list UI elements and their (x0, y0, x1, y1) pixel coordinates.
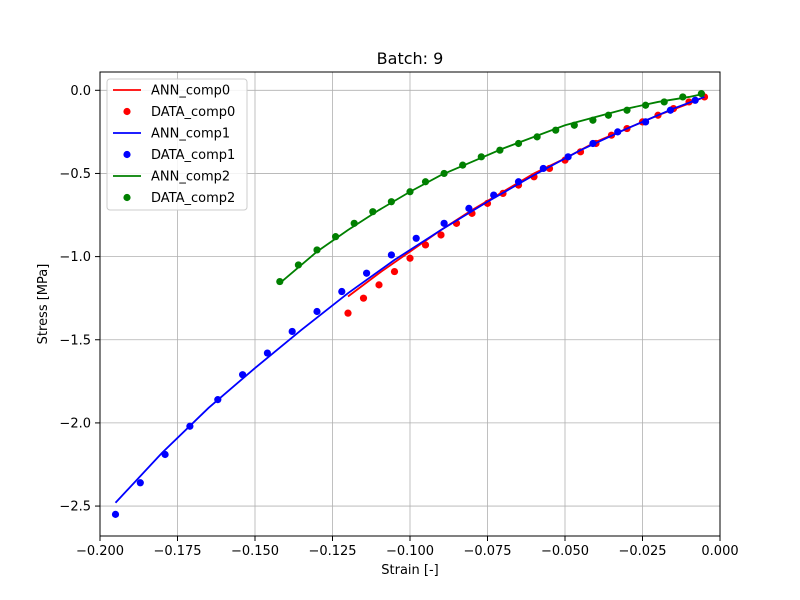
data-comp1-point (161, 450, 169, 459)
data-comp1-point (412, 234, 420, 242)
data-comp2-point (679, 93, 687, 101)
data-comp1-point (136, 479, 144, 487)
legend: ANN_comp0 DATA_comp0 ANN_comp1 DATA_comp1 AN… (106, 78, 248, 211)
data-comp2-point (332, 233, 340, 241)
x-tick-label: −0.050 (541, 544, 589, 559)
legend-swatch-data-comp2 (123, 193, 131, 202)
x-tick-label: 0.000 (701, 544, 738, 559)
data-comp0-point (390, 267, 399, 276)
legend-label-data-comp2: DATA_comp2 (151, 191, 235, 206)
legend-swatch-data-comp0 (123, 107, 131, 116)
data-comp2-point (642, 101, 650, 109)
tick-layer: −0.200 −0.175 −0.150 −0.125 −0.100 −0.075 −0.0… (59, 84, 738, 559)
data-comp2-point (514, 139, 523, 148)
data-comp0-point (421, 241, 430, 249)
x-tick-label: −0.075 (463, 544, 511, 559)
x-tick-label: −0.200 (76, 544, 124, 559)
x-axis-label: Strain [-] (381, 563, 438, 578)
data-comp2-point (496, 146, 504, 154)
data-comp1-point (338, 287, 346, 296)
data-comp1-point (465, 204, 473, 212)
data-comp1-point (214, 396, 222, 404)
data-comp2-point (387, 198, 395, 206)
x-tick-label: −0.125 (308, 544, 356, 559)
data-comp1-point (186, 422, 194, 430)
data-comp2-point (350, 219, 358, 227)
data-comp2-point (589, 116, 597, 124)
data-comp0-point (359, 294, 368, 302)
data-comp2-point (477, 153, 485, 161)
data-comp1-point (589, 139, 597, 148)
data-comp2-point (552, 126, 560, 134)
data-comp2-point (533, 133, 541, 141)
data-comp2-point (440, 169, 448, 178)
legend-label-data-comp1: DATA_comp1 (151, 148, 235, 163)
data-comp2-point (459, 161, 467, 169)
data-comp2-point (660, 98, 668, 106)
data-comp1-point (111, 510, 120, 518)
data-comp2-point (697, 90, 706, 98)
y-tick-label: −1.0 (59, 250, 91, 265)
data-comp1-point (313, 307, 321, 316)
data-comp2-point (421, 178, 430, 186)
data-comp2-point (604, 111, 613, 119)
data-comp0-point (344, 309, 352, 317)
y-tick-label: −0.5 (59, 167, 91, 182)
data-comp1-point (642, 118, 650, 126)
data-comp0-point (437, 231, 445, 239)
data-comp0-point (406, 254, 414, 262)
y-tick-label: 0.0 (70, 84, 91, 99)
legend-label-data-comp0: DATA_comp0 (151, 105, 235, 120)
data-comp1-point (387, 251, 395, 259)
data-comp1-point (440, 219, 448, 227)
legend-label-ann-comp2: ANN_comp2 (151, 170, 230, 185)
data-comp2-point (276, 277, 284, 286)
chart-title: Batch: 9 (377, 49, 444, 68)
x-tick-label: −0.150 (231, 544, 279, 559)
legend-swatch-data-comp1 (123, 150, 131, 159)
y-tick-label: −1.5 (59, 333, 91, 348)
data-comp1-point (614, 128, 622, 136)
y-tick-label: −2.0 (59, 416, 91, 431)
data-comp1-point (514, 178, 523, 186)
y-axis-label: Stress [MPa] (36, 264, 51, 345)
x-tick-label: −0.175 (153, 544, 201, 559)
legend-box (106, 78, 248, 211)
data-comp2-point (294, 261, 302, 269)
data-comp2-point (570, 121, 578, 129)
legend-label-ann-comp0: ANN_comp0 (151, 84, 230, 99)
data-comp1-point (288, 327, 296, 336)
data-comp2-point (369, 208, 377, 216)
data-comp1-point (539, 164, 547, 173)
data-comp1-point (691, 96, 699, 104)
data-comp1-point (564, 153, 572, 161)
data-comp2-point (406, 188, 414, 196)
series-layer (111, 90, 709, 518)
data-comp1-point (490, 191, 498, 199)
x-tick-label: −0.100 (386, 544, 434, 559)
data-comp1-point (666, 106, 675, 114)
data-comp1-point (263, 349, 271, 357)
y-tick-label: −2.5 (59, 500, 91, 515)
data-comp0-point (375, 281, 383, 289)
data-comp2-point (313, 246, 321, 254)
data-comp1-point (239, 371, 247, 379)
data-comp2-point (623, 106, 631, 114)
x-tick-label: −0.025 (618, 544, 666, 559)
legend-label-ann-comp1: ANN_comp1 (151, 127, 230, 142)
data-comp1-point (363, 269, 371, 277)
